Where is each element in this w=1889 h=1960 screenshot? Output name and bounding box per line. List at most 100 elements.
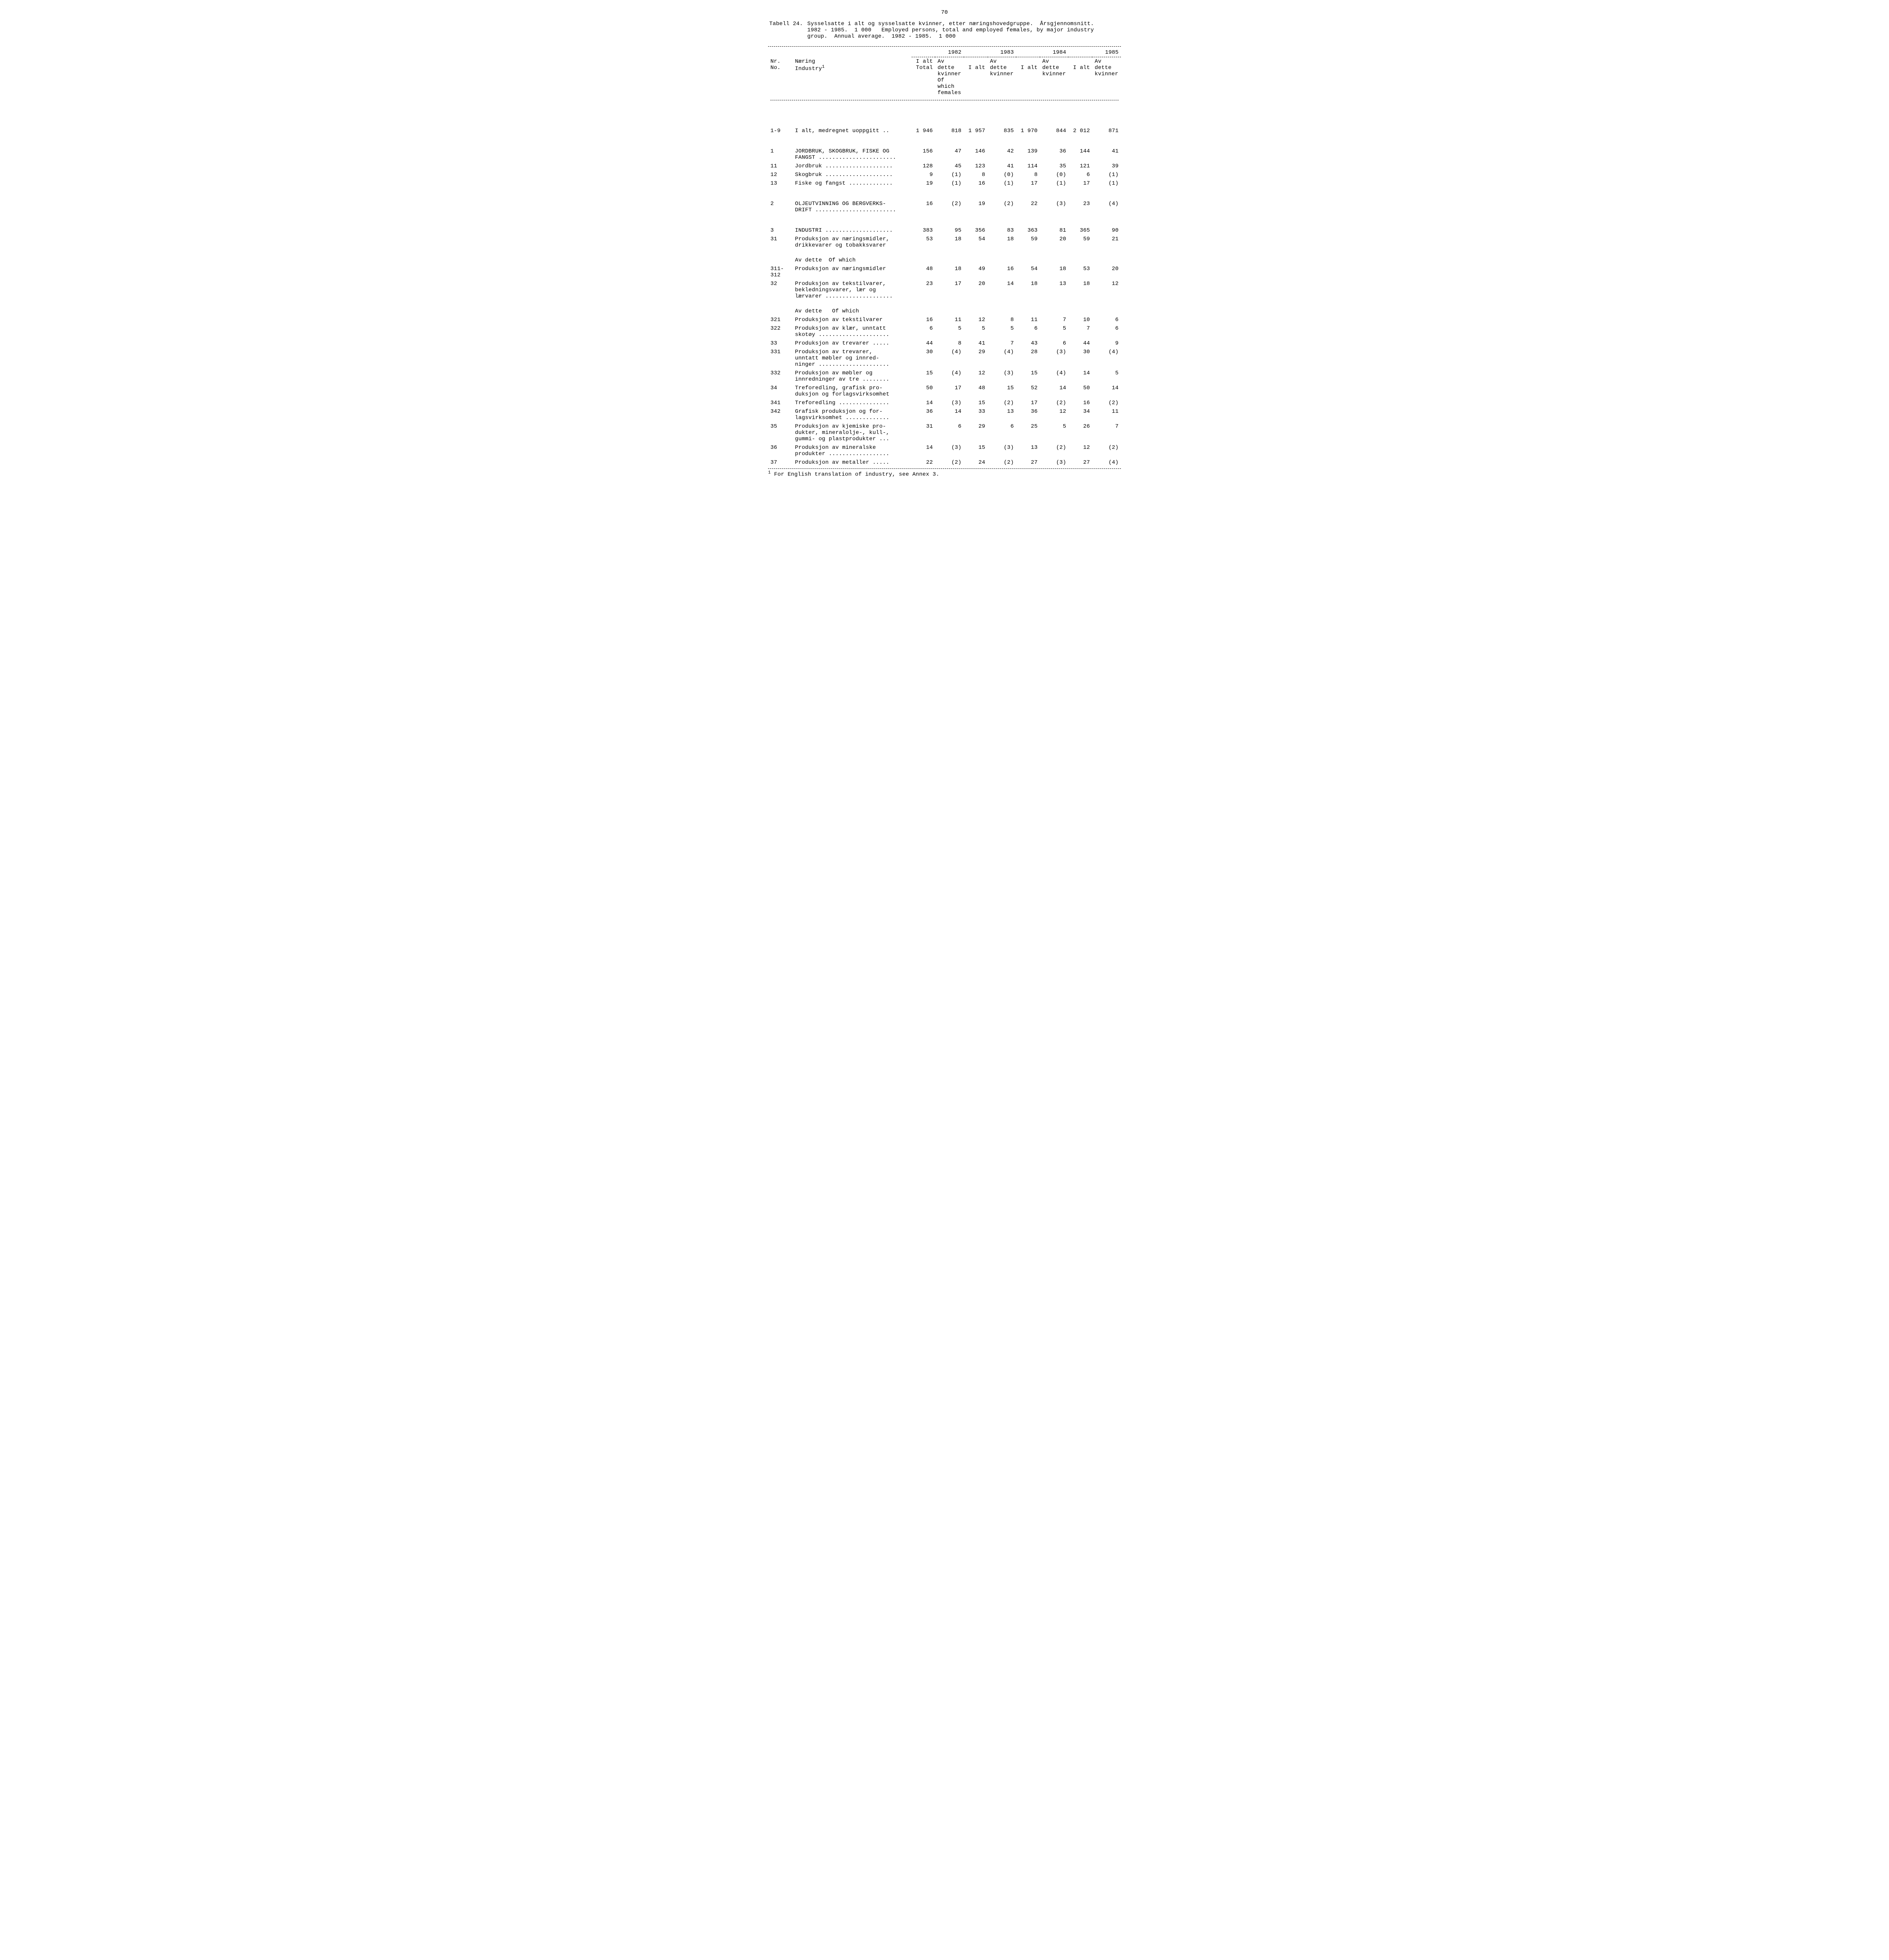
cell: 844: [1040, 127, 1068, 135]
rule-bottom: [768, 468, 1121, 469]
cell: 16: [988, 265, 1016, 279]
cell: 363: [1016, 226, 1040, 235]
cell: 59: [1068, 235, 1092, 250]
row-nr: 37: [768, 458, 793, 467]
row-name: Fiske og fangst .............: [793, 179, 912, 188]
cell: 54: [964, 235, 988, 250]
cell: 11: [1016, 316, 1040, 324]
cell: [988, 307, 1016, 316]
year-1985: 1985: [1068, 48, 1121, 57]
cell: 53: [912, 235, 935, 250]
cell: 7: [1092, 422, 1121, 443]
cell: 41: [988, 162, 1016, 171]
row-name: Treforedling ...............: [793, 399, 912, 407]
cell: 48: [912, 265, 935, 279]
row-name: Produksjon av klær, unntatt skotøy .....…: [793, 324, 912, 339]
cell: 25: [1016, 422, 1040, 443]
cell: 21: [1092, 235, 1121, 250]
cell: (2): [1040, 443, 1068, 458]
row-name: Produksjon av næringsmidler, drikkevarer…: [793, 235, 912, 250]
cell: 52: [1016, 384, 1040, 399]
row-nr: [768, 256, 793, 265]
cell: (3): [988, 369, 1016, 384]
cell: (2): [1092, 399, 1121, 407]
cell: [1016, 307, 1040, 316]
cell: 36: [1016, 407, 1040, 422]
cell: 81: [1040, 226, 1068, 235]
table-row: 311- 312Produksjon av næringsmidler48184…: [768, 265, 1121, 279]
cell: (1): [1092, 179, 1121, 188]
row-name: Grafisk produksjon og for- lagsvirksomhe…: [793, 407, 912, 422]
table-row: Av dette Of which: [768, 256, 1121, 265]
cell: 17: [935, 279, 964, 301]
cell: 6: [1092, 316, 1121, 324]
cell: 30: [912, 348, 935, 369]
cell: 1 946: [912, 127, 935, 135]
table-row: 37Produksjon av metaller .....22(2)24(2)…: [768, 458, 1121, 467]
data-table: 1982 1983 1984 1985 Nr. No. Næring Indus…: [768, 48, 1121, 467]
cell: 36: [912, 407, 935, 422]
cell: 16: [912, 200, 935, 214]
col-ialt-1982: I altTotal: [912, 57, 935, 98]
table-row: 11Jordbruk ....................128451234…: [768, 162, 1121, 171]
row-name: Produksjon av mineralske produkter .....…: [793, 443, 912, 458]
table-row: 332Produksjon av møbler og innredninger …: [768, 369, 1121, 384]
cell: 15: [912, 369, 935, 384]
cell: 45: [935, 162, 964, 171]
cell: 18: [988, 235, 1016, 250]
row-nr: 36: [768, 443, 793, 458]
table-row: 13Fiske og fangst .............19(1)16(1…: [768, 179, 1121, 188]
cell: 6: [1016, 324, 1040, 339]
col-nr: Nr. No.: [768, 57, 793, 98]
cell: (1): [935, 171, 964, 179]
cell: (0): [988, 171, 1016, 179]
cell: [935, 256, 964, 265]
table-row: 34Treforedling, grafisk pro- duksjon og …: [768, 384, 1121, 399]
cell: [1040, 307, 1068, 316]
cell: 33: [964, 407, 988, 422]
cell: 6: [935, 422, 964, 443]
col-kvinner-1984: Av dettekvinner: [1040, 57, 1068, 98]
cell: 18: [1040, 265, 1068, 279]
cell: 15: [988, 384, 1016, 399]
cell: 16: [1068, 399, 1092, 407]
cell: 31: [912, 422, 935, 443]
cell: 12: [1092, 279, 1121, 301]
cell: [1092, 307, 1121, 316]
cell: 114: [1016, 162, 1040, 171]
cell: 11: [1092, 407, 1121, 422]
cell: 18: [1068, 279, 1092, 301]
table-caption: Tabell 24. Sysselsatte i alt og sysselsa…: [768, 20, 1095, 41]
cell: 7: [1040, 316, 1068, 324]
cell: 6: [988, 422, 1016, 443]
cell: [1040, 256, 1068, 265]
row-name: Treforedling, grafisk pro- duksjon og fo…: [793, 384, 912, 399]
cell: 5: [1040, 422, 1068, 443]
cell: 14: [912, 443, 935, 458]
table-row: 32Produksjon av tekstilvarer, bekledning…: [768, 279, 1121, 301]
row-name: Produksjon av tekstilvarer, bekledningsv…: [793, 279, 912, 301]
col-kvinner-1985: Av dettekvinner: [1092, 57, 1121, 98]
row-name: Produksjon av tekstilvarer: [793, 316, 912, 324]
cell: 30: [1068, 348, 1092, 369]
cell: 365: [1068, 226, 1092, 235]
col-ialt-1983: I alt: [964, 57, 988, 98]
row-nr: 33: [768, 339, 793, 348]
cell: 5: [1092, 369, 1121, 384]
cell: (4): [935, 348, 964, 369]
cell: (4): [1040, 369, 1068, 384]
cell: (3): [1040, 200, 1068, 214]
cell: 44: [1068, 339, 1092, 348]
cell: 818: [935, 127, 964, 135]
cell: 9: [1092, 339, 1121, 348]
row-nr: 31: [768, 235, 793, 250]
cell: [964, 307, 988, 316]
row-name: Produksjon av næringsmidler: [793, 265, 912, 279]
cell: (1): [935, 179, 964, 188]
cell: 20: [964, 279, 988, 301]
cell: 42: [988, 147, 1016, 162]
col-ialt-1985: I alt: [1068, 57, 1092, 98]
row-name: INDUSTRI ....................: [793, 226, 912, 235]
cell: 5: [988, 324, 1016, 339]
cell: (2): [935, 458, 964, 467]
